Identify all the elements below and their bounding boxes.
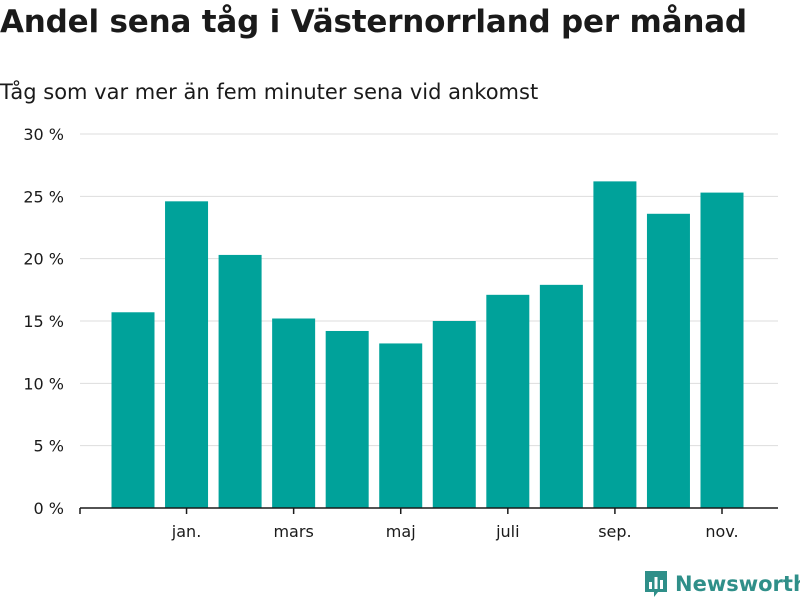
bar[interactable] — [646, 213, 690, 508]
brand-name: Newsworthy — [675, 572, 800, 596]
chart-title: Andel sena tåg i Västernorrland per måna… — [0, 4, 747, 40]
y-tick-label: 20 % — [23, 250, 64, 269]
bar[interactable] — [325, 330, 369, 508]
bar[interactable] — [218, 254, 262, 508]
x-tick-label: jan. — [171, 522, 201, 541]
chart-subtitle: Tåg som var mer än fem minuter sena vid … — [0, 80, 539, 104]
y-tick-label: 5 % — [34, 437, 64, 456]
bar[interactable] — [486, 294, 530, 508]
x-tick-label: maj — [386, 522, 416, 541]
bar[interactable] — [539, 284, 583, 508]
bar-chart: 0 % 5 % 10 % 15 % 20 % 25 % 30 % jan. mars maj ju… — [23, 125, 778, 541]
y-tick-label: 25 % — [23, 187, 64, 206]
newsworthy-logo[interactable]: Newsworthy — [643, 567, 800, 601]
bar[interactable] — [432, 321, 476, 508]
y-tick-label: 10 % — [23, 374, 64, 393]
bars — [111, 181, 744, 509]
bar[interactable] — [272, 318, 316, 508]
x-tick-label: sep. — [598, 522, 631, 541]
y-tick-label: 0 % — [34, 499, 64, 518]
x-tick-label: nov. — [705, 522, 738, 541]
bar[interactable] — [379, 343, 423, 508]
x-tick-label: mars — [273, 522, 313, 541]
bar[interactable] — [593, 181, 637, 508]
y-tick-label: 15 % — [23, 312, 64, 331]
bar[interactable] — [700, 192, 744, 509]
y-tick-label: 30 % — [23, 125, 64, 144]
bar[interactable] — [165, 201, 209, 508]
newsworthy-logo-icon — [645, 571, 667, 597]
y-axis-ticks: 0 % 5 % 10 % 15 % 20 % 25 % 30 % — [23, 125, 64, 518]
x-axis: jan. mars maj juli sep. nov. — [79, 507, 778, 541]
x-tick-label: juli — [495, 522, 519, 541]
bar[interactable] — [111, 312, 155, 508]
